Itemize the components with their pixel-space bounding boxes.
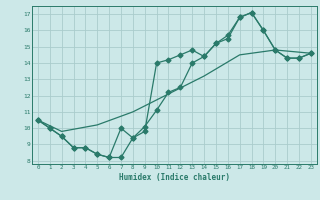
X-axis label: Humidex (Indice chaleur): Humidex (Indice chaleur) [119,173,230,182]
